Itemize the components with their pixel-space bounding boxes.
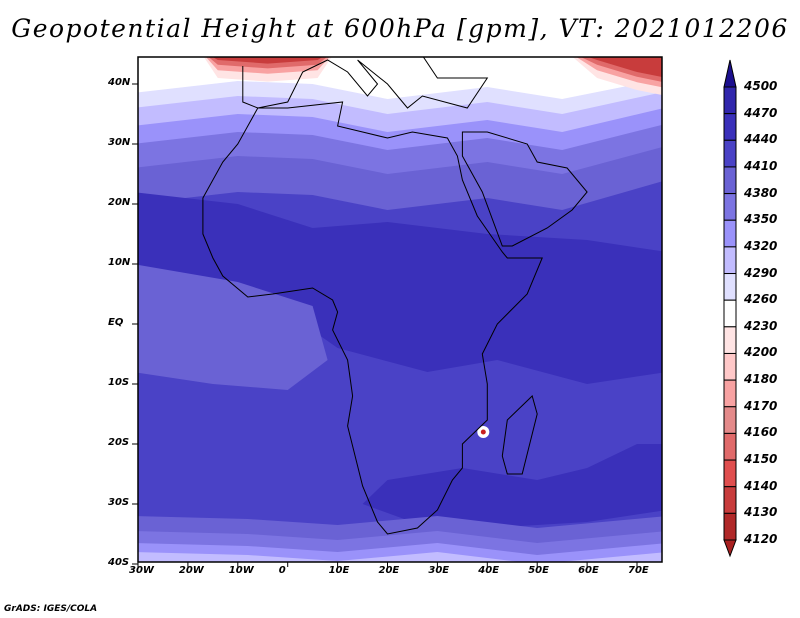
colorbar-segment bbox=[723, 512, 737, 541]
red-top-left-3 bbox=[212, 57, 323, 64]
lat-label: 20N bbox=[108, 197, 131, 208]
colorbar-label: 4440 bbox=[744, 132, 778, 147]
colorbar-segment bbox=[723, 432, 737, 461]
arabia-coastline bbox=[461, 131, 588, 247]
europe-coastline bbox=[242, 57, 489, 109]
band-4440-north bbox=[138, 192, 662, 384]
colorbar-segment bbox=[723, 379, 737, 408]
band-4440-south bbox=[362, 444, 662, 528]
lon-label: 30E bbox=[428, 565, 450, 576]
height-field bbox=[138, 57, 662, 600]
lon-label: 60E bbox=[578, 565, 599, 576]
colorbar-label: 4410 bbox=[744, 158, 778, 173]
colorbar-segment bbox=[723, 193, 737, 221]
band-south-3 bbox=[138, 552, 662, 562]
colorbar-segment bbox=[723, 299, 737, 328]
cyclone-center bbox=[480, 429, 486, 435]
colorbar-label: 4500 bbox=[744, 79, 778, 93]
colorbar-segment bbox=[723, 326, 737, 354]
colorbar-segment bbox=[723, 459, 737, 488]
lat-label: 30N bbox=[108, 137, 131, 148]
lon-label: 0 bbox=[278, 565, 286, 576]
lat-label: 10N bbox=[108, 257, 131, 268]
red-bottom-3 bbox=[203, 587, 303, 600]
colorbar-label: 4380 bbox=[744, 185, 778, 200]
lon-label: 30W bbox=[129, 565, 154, 576]
colorbar-segment bbox=[723, 166, 737, 195]
lat-label: 30S bbox=[108, 497, 130, 508]
colorbar-label: 4230 bbox=[744, 318, 778, 333]
colorbar-label: 4150 bbox=[744, 452, 778, 467]
lon-label: 40E bbox=[478, 565, 500, 576]
map-frame bbox=[137, 56, 663, 563]
lat-label: 40S bbox=[108, 557, 130, 568]
red-top-right-3 bbox=[588, 57, 662, 78]
lat-label: 40N bbox=[108, 77, 131, 88]
colorbar-label: 4260 bbox=[744, 292, 778, 307]
plot-title: Geopotential Height at 600hPa [gpm], VT:… bbox=[11, 14, 789, 43]
colorbar-segment bbox=[723, 113, 737, 141]
colorbar-label: 4170 bbox=[744, 398, 778, 413]
colorbar-segment bbox=[723, 246, 737, 275]
lat-label: 20S bbox=[108, 437, 130, 448]
lon-label: 70E bbox=[628, 565, 649, 576]
colorbar-bottom-arrow bbox=[723, 539, 737, 558]
lat-label: 10S bbox=[108, 377, 130, 388]
madagascar-coastline bbox=[501, 395, 538, 475]
colorbar-label: 4470 bbox=[744, 105, 778, 120]
colorbar-label: 4180 bbox=[744, 372, 778, 387]
colorbar-label: 4320 bbox=[744, 238, 778, 253]
colorbar-segment bbox=[723, 139, 737, 168]
colorbar-label: 4140 bbox=[744, 478, 778, 493]
colorbar-label: 4130 bbox=[744, 505, 778, 520]
colorbar-segment bbox=[723, 352, 737, 381]
colorbar-label: 4350 bbox=[744, 212, 778, 227]
band-4380-atlantic bbox=[138, 264, 328, 390]
africa-coastline bbox=[202, 101, 543, 535]
colorbar-label: 4290 bbox=[744, 265, 778, 280]
colorbar-label: 4160 bbox=[744, 425, 778, 440]
lon-label: 20W bbox=[178, 565, 204, 576]
colorbar-label: 4200 bbox=[744, 345, 778, 360]
lat-label: EQ bbox=[108, 317, 124, 328]
colorbar-segment bbox=[723, 486, 737, 514]
lon-label: 10E bbox=[328, 565, 350, 576]
red-bottom-1 bbox=[203, 577, 303, 600]
colorbar-segment bbox=[723, 406, 737, 434]
lon-label: 10W bbox=[228, 565, 254, 576]
lon-label: 20E bbox=[378, 565, 400, 576]
colorbar-label: 4120 bbox=[744, 532, 778, 546]
colorbar-segment bbox=[723, 86, 737, 115]
red-bottom-2 bbox=[203, 583, 303, 600]
lon-label: 50E bbox=[528, 565, 549, 576]
colorbar-top-arrow bbox=[723, 59, 737, 88]
colorbar-segment bbox=[723, 273, 737, 301]
credit-label: GrADS: IGES/COLA bbox=[4, 604, 98, 614]
colorbar-segment bbox=[723, 219, 737, 248]
